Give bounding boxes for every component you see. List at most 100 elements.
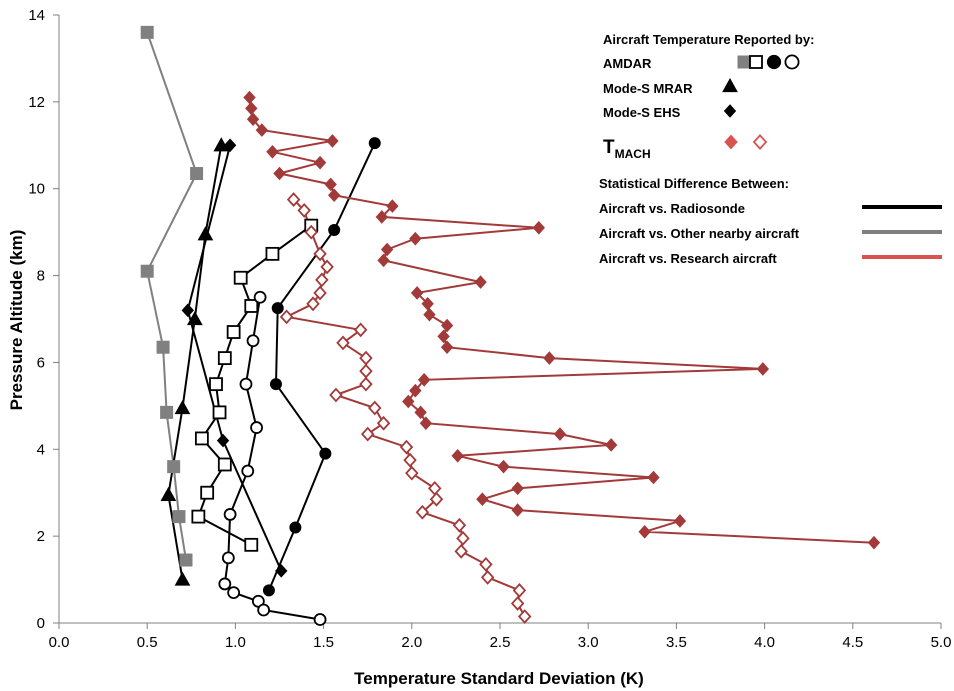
y-tick-label: 14 [28, 7, 45, 24]
legend-amdar-label: AMDAR [603, 56, 652, 71]
point-tmach_filled [377, 253, 390, 268]
point-tmach_filled [255, 123, 269, 137]
point-tmach_open [320, 259, 334, 275]
point-tmach_filled [440, 318, 454, 333]
point-tmach_filled [409, 231, 422, 246]
y-tick-label: 6 [37, 354, 45, 371]
point-amdar_nearby [140, 264, 154, 278]
legend: Aircraft Temperature Reported by: AMDAR … [590, 32, 950, 276]
point-tmach_filled [440, 340, 454, 355]
legend-ehs-diamond [723, 104, 737, 118]
series-line-tmach_filled [248, 97, 875, 544]
point-tmach_open [359, 376, 373, 392]
x-tick-label: 2.0 [401, 634, 422, 651]
point-amdar_circle_open [250, 421, 263, 434]
point-amdar_square_open [265, 246, 280, 261]
point-amdar_circle_open [313, 613, 327, 626]
point-tmach_filled [451, 449, 464, 463]
point-tmach_filled [409, 383, 422, 398]
point-tmach_filled [419, 416, 433, 431]
legend-amdar-square-open [749, 55, 763, 69]
point-tmach_open [429, 491, 444, 507]
legend-ehs-label: Mode-S EHS [603, 105, 681, 120]
x-tick-label: 5.0 [931, 634, 952, 651]
point-tmach_filled [474, 275, 487, 289]
legend-amdar-circle-open [784, 54, 800, 70]
point-amdar_circle_filled [289, 521, 302, 534]
point-tmach_open [376, 415, 391, 431]
legend-amdar-circle-filled [766, 54, 782, 70]
point-amdar_circle_open [246, 334, 260, 348]
point-tmach_filled [386, 199, 399, 213]
point-tmach_filled [273, 166, 286, 181]
point-tmach_open [360, 426, 375, 442]
point-tmach_open [517, 609, 532, 624]
point-amdar_nearby [190, 167, 204, 181]
legend-stat-title: Statistical Difference Between: [599, 176, 789, 191]
legend-reported-title: Aircraft Temperature Reported by: [603, 32, 814, 47]
point-tmach_filled [266, 145, 279, 159]
point-amdar_square_open [209, 377, 223, 392]
series-line-ehs_radiosonde [186, 145, 283, 572]
series-line-tmach_open [283, 198, 526, 617]
point-tmach_open [456, 530, 470, 546]
point-tmach_filled [324, 177, 337, 192]
point-tmach_filled [532, 221, 545, 235]
legend-vs-research: Aircraft vs. Research aircraft [599, 251, 777, 266]
point-amdar_nearby [156, 340, 170, 354]
legend-tmach-main: T [603, 137, 615, 158]
point-amdar_circle_open [221, 551, 235, 565]
series-line-amdar_circle_filled [267, 142, 376, 591]
point-amdar_square_open [191, 509, 206, 524]
legend-tmach-sub: MACH [615, 147, 651, 161]
point-tmach_filled [511, 503, 524, 517]
point-amdar_square_open [217, 351, 232, 365]
point-tmach_filled [243, 90, 256, 105]
point-amdar_circle_open [227, 586, 241, 599]
legend-mrar-label: Mode-S MRAR [603, 81, 693, 96]
point-amdar_square_open [244, 299, 259, 313]
point-tmach_open [329, 387, 343, 403]
point-tmach_filled [414, 405, 427, 420]
point-amdar_nearby [167, 460, 181, 474]
point-amdar_square_open [217, 457, 232, 472]
point-tmach_filled [638, 525, 651, 539]
legend-symbols [722, 54, 942, 259]
point-tmach_open [428, 480, 442, 496]
point-tmach_filled [867, 535, 881, 550]
point-tmach_filled [553, 427, 567, 441]
point-tmach_open [403, 452, 417, 468]
point-tmach_filled [476, 492, 489, 507]
y-axis-title: Pressure Altitude (km) [7, 230, 26, 411]
point-tmach_filled [423, 307, 436, 322]
point-tmach_filled [497, 459, 510, 474]
legend-vs-radiosonde: Aircraft vs. Radiosonde [599, 201, 745, 216]
point-ehs_radiosonde [275, 564, 288, 578]
point-tmach_filled [313, 155, 327, 170]
point-amdar_circle_filled [319, 447, 332, 460]
point-amdar_square_open [194, 431, 209, 446]
point-amdar_nearby [179, 553, 193, 567]
point-tmach_open [286, 192, 301, 207]
x-tick-label: 2.5 [490, 634, 511, 651]
point-tmach_filled [380, 242, 394, 257]
point-tmach_open [315, 272, 329, 288]
x-tick-label: 3.0 [578, 634, 599, 651]
point-mrar_radiosonde [160, 486, 177, 501]
legend-amdar-square-filled [737, 55, 751, 69]
point-tmach_open [454, 543, 468, 559]
x-tick-label: 4.5 [842, 634, 863, 651]
point-tmach_filled [604, 438, 618, 452]
point-mrar_radiosonde [174, 399, 191, 415]
point-amdar_circle_open [218, 577, 232, 591]
point-amdar_circle_filled [262, 584, 275, 597]
point-tmach_filled [543, 351, 556, 365]
x-tick-label: 0.5 [137, 634, 158, 651]
y-tick-label: 2 [37, 528, 45, 545]
legend-tmach-diamond-open [752, 134, 768, 150]
axes: 0.0 0.5 1.0 1.5 2.0 2.5 3.0 3.5 4.0 4.5 5.0 0 2 4 6 8 10… [28, 7, 951, 651]
point-tmach_filled [647, 470, 660, 485]
point-amdar_square_open [226, 325, 241, 339]
point-tmach_filled [756, 362, 770, 376]
